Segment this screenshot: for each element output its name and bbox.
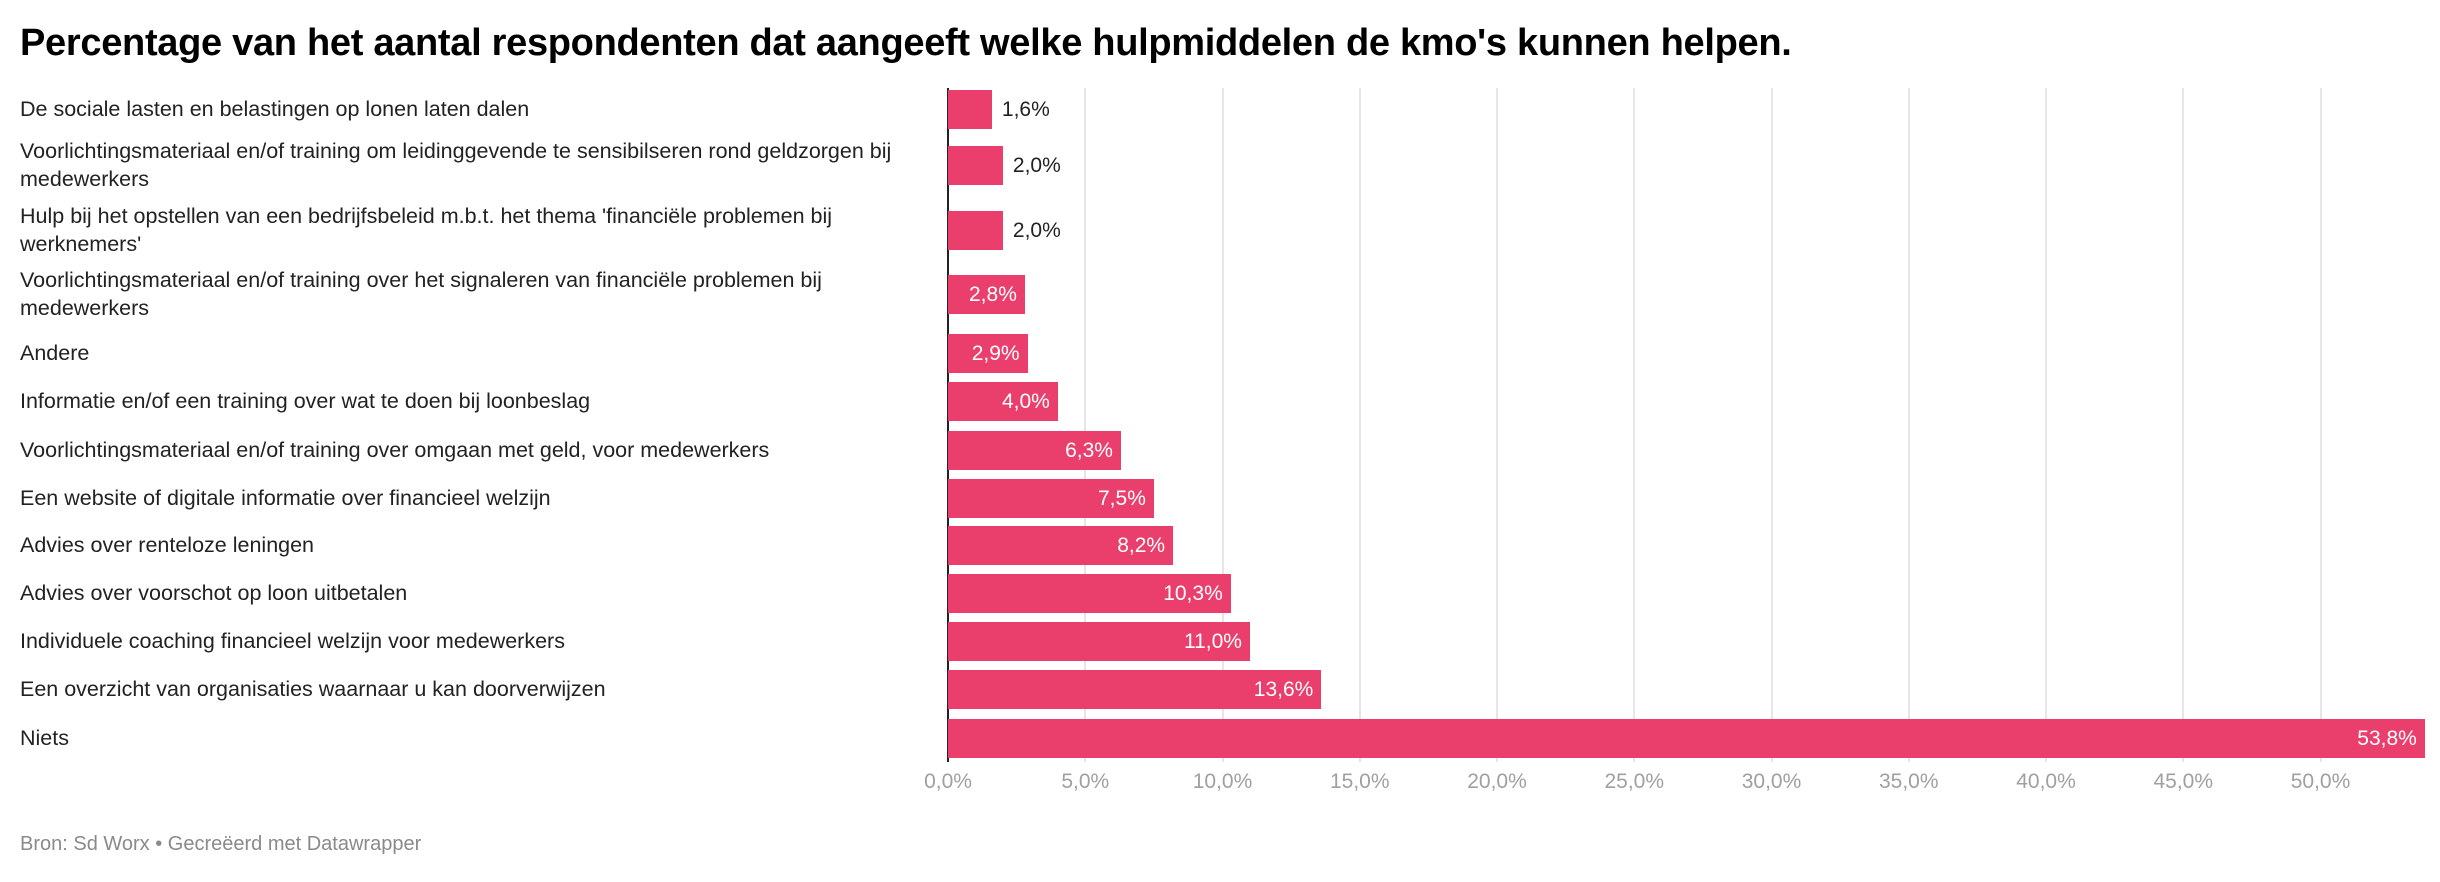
value-label: 2,9% <box>971 342 1020 365</box>
value-label: 13,6% <box>1253 678 1314 701</box>
x-tick-label: 20,0% <box>1467 770 1527 793</box>
x-tick-label: 40,0% <box>2016 770 2076 793</box>
bar <box>948 146 1003 185</box>
bar <box>948 431 1121 470</box>
category-label: Informatie en/of een training over wat t… <box>20 389 591 413</box>
gridline <box>1496 88 1498 762</box>
value-label: 1,6% <box>1001 98 1050 121</box>
value-label: 2,0% <box>1012 154 1061 177</box>
gridline <box>2045 88 2047 762</box>
gridline <box>1221 88 1224 762</box>
x-tick-label: 25,0% <box>1604 770 1665 793</box>
bar <box>948 526 1174 565</box>
category-label: Advies over voorschot op loon uitbetalen <box>20 581 408 605</box>
bar <box>948 670 1322 709</box>
value-label: 7,5% <box>1098 487 1146 510</box>
x-tick-label: 50,0% <box>2290 770 2351 793</box>
gridline <box>2319 88 2322 762</box>
x-tick-label: 45,0% <box>2153 770 2214 793</box>
x-tick-label: 15,0% <box>1329 770 1390 793</box>
value-label: 4,0% <box>1001 390 1050 413</box>
category-label: Voorlichtingsmateriaal en/of training om… <box>20 139 892 191</box>
gridline <box>1633 88 1636 762</box>
gridline <box>2182 88 2185 762</box>
value-label: 11,0% <box>1183 630 1242 653</box>
category-label: Niets <box>20 726 69 750</box>
category-label: Voorlichtingsmateriaal en/of training ov… <box>20 438 770 462</box>
bar <box>948 211 1003 250</box>
x-tick-label: 35,0% <box>1878 770 1939 793</box>
chart-source: Bron: Sd Worx • Gecreëerd met Datawrappe… <box>20 833 422 855</box>
bar <box>948 622 1250 661</box>
gridline <box>1770 88 1773 762</box>
category-label: Individuele coaching financieel welzijn … <box>20 629 565 653</box>
value-label: 6,3% <box>1065 439 1113 462</box>
axis-baseline <box>947 88 949 762</box>
category-label: Hulp bij het opstellen van een bedrijfsb… <box>20 204 833 256</box>
gridline <box>1907 88 1910 762</box>
x-tick-label: 5,0% <box>1061 770 1110 793</box>
category-label: Advies over renteloze leningen <box>20 533 315 557</box>
value-label: 2,0% <box>1012 219 1061 242</box>
value-label: 10,3% <box>1163 582 1223 605</box>
value-label: 2,8% <box>969 283 1017 306</box>
x-tick-label: 30,0% <box>1741 770 1802 793</box>
bar <box>948 574 1231 613</box>
x-tick-label: 0,0% <box>924 770 972 793</box>
x-tick-label: 10,0% <box>1192 770 1253 793</box>
value-label: 8,2% <box>1117 534 1166 557</box>
bar <box>948 90 992 129</box>
category-label: De sociale lasten en belastingen op lone… <box>20 97 530 121</box>
bar <box>948 479 1154 518</box>
bar <box>948 382 1058 421</box>
chart-title: Percentage van het aantal respondenten d… <box>20 22 1792 64</box>
bar <box>948 719 2425 758</box>
category-label: Voorlichtingsmateriaal en/of training ov… <box>20 268 822 320</box>
category-label: Een overzicht van organisaties waarnaar … <box>20 677 606 701</box>
gridline <box>1084 88 1087 762</box>
bar <box>948 275 1025 314</box>
value-label: 53,8% <box>2357 727 2417 750</box>
category-label: Andere <box>20 341 90 365</box>
bar <box>948 334 1028 373</box>
category-label: Een website of digitale informatie over … <box>20 486 551 510</box>
gridline <box>1358 88 1361 762</box>
